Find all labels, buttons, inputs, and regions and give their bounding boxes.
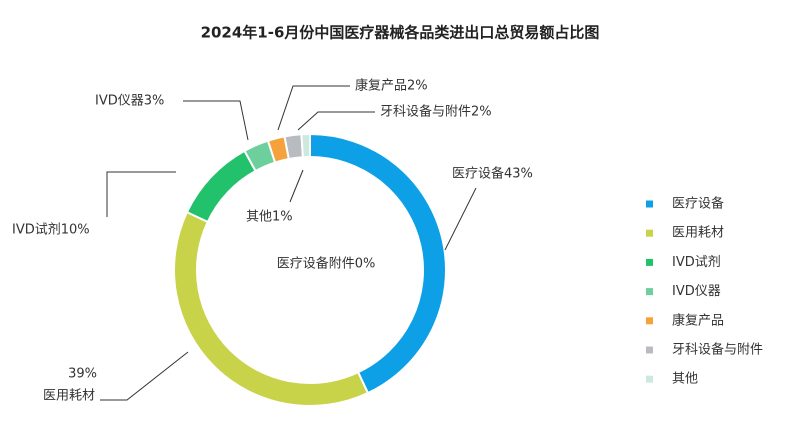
leader-line xyxy=(277,85,350,131)
data-label: IVD试剂10% xyxy=(12,223,90,238)
legend-swatch xyxy=(646,258,653,266)
leader-line xyxy=(106,171,176,217)
data-label: 医疗设备附件0% xyxy=(277,256,376,272)
legend-label: IVD试剂 xyxy=(672,255,721,270)
legend-swatch xyxy=(646,200,653,208)
leader-line xyxy=(183,100,249,141)
data-label: 康复产品2% xyxy=(355,78,428,94)
legend-swatch xyxy=(646,375,653,383)
data-label: 牙科设备与附件2% xyxy=(380,104,492,120)
legend-label: IVD仪器 xyxy=(672,284,721,299)
donut-segment xyxy=(173,210,370,407)
leader-line xyxy=(444,187,477,251)
data-label: 其他1% xyxy=(246,210,293,225)
legend-label: 医用耗材 xyxy=(672,226,724,241)
legend-swatch xyxy=(646,229,653,237)
data-label: 医疗设备43% xyxy=(452,166,533,182)
legend-label: 其他 xyxy=(672,372,698,387)
leader-line xyxy=(297,111,375,131)
leader-line xyxy=(289,169,304,203)
data-label: 医用耗材 xyxy=(43,389,95,404)
legend-swatch xyxy=(646,317,653,325)
data-label: 39% xyxy=(68,367,97,382)
legend-label: 牙科设备与附件 xyxy=(672,342,763,358)
donut-segment xyxy=(300,132,311,159)
donut-segment xyxy=(283,133,304,161)
chart-title: 2024年1-6月份中国医疗器械各品类进出口总贸易额占比图 xyxy=(201,24,600,42)
legend-swatch xyxy=(646,288,653,296)
legend-label: 医疗设备 xyxy=(672,196,724,212)
leader-line xyxy=(100,351,189,401)
legend-label: 康复产品 xyxy=(672,312,724,328)
data-label: IVD仪器3% xyxy=(95,94,164,109)
legend-swatch xyxy=(646,346,653,354)
